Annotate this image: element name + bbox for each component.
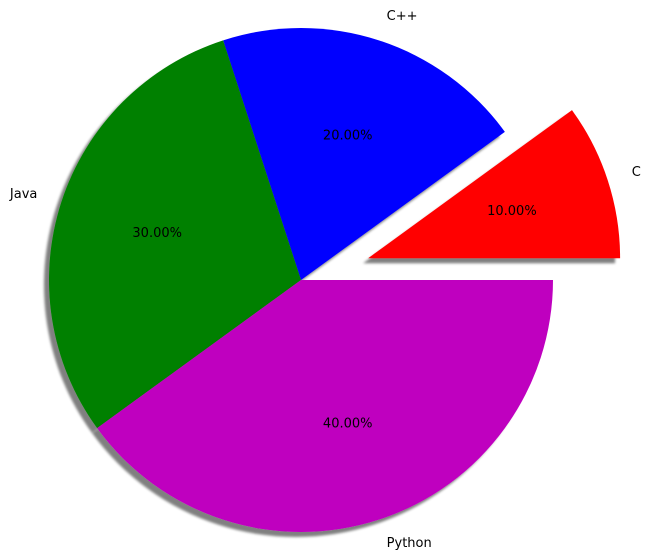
percent-label: 30.00% [132, 226, 182, 241]
pie-slice-python [97, 280, 553, 533]
percent-label: 20.00% [323, 129, 373, 144]
category-label: C++ [387, 9, 418, 24]
pie-slice-java [48, 40, 301, 429]
pie-slices [48, 27, 621, 533]
percent-label: 10.00% [487, 204, 537, 219]
category-label: Python [387, 536, 432, 551]
pie-slice-c- [223, 27, 505, 280]
category-label: C [632, 165, 641, 180]
category-label: Java [9, 187, 37, 202]
percent-label: 40.00% [323, 416, 373, 431]
pie-labels: C 10.00% C++ 20.00% Java 30.00% Python 40.00% [9, 9, 641, 551]
pie-slice-c [368, 110, 621, 259]
